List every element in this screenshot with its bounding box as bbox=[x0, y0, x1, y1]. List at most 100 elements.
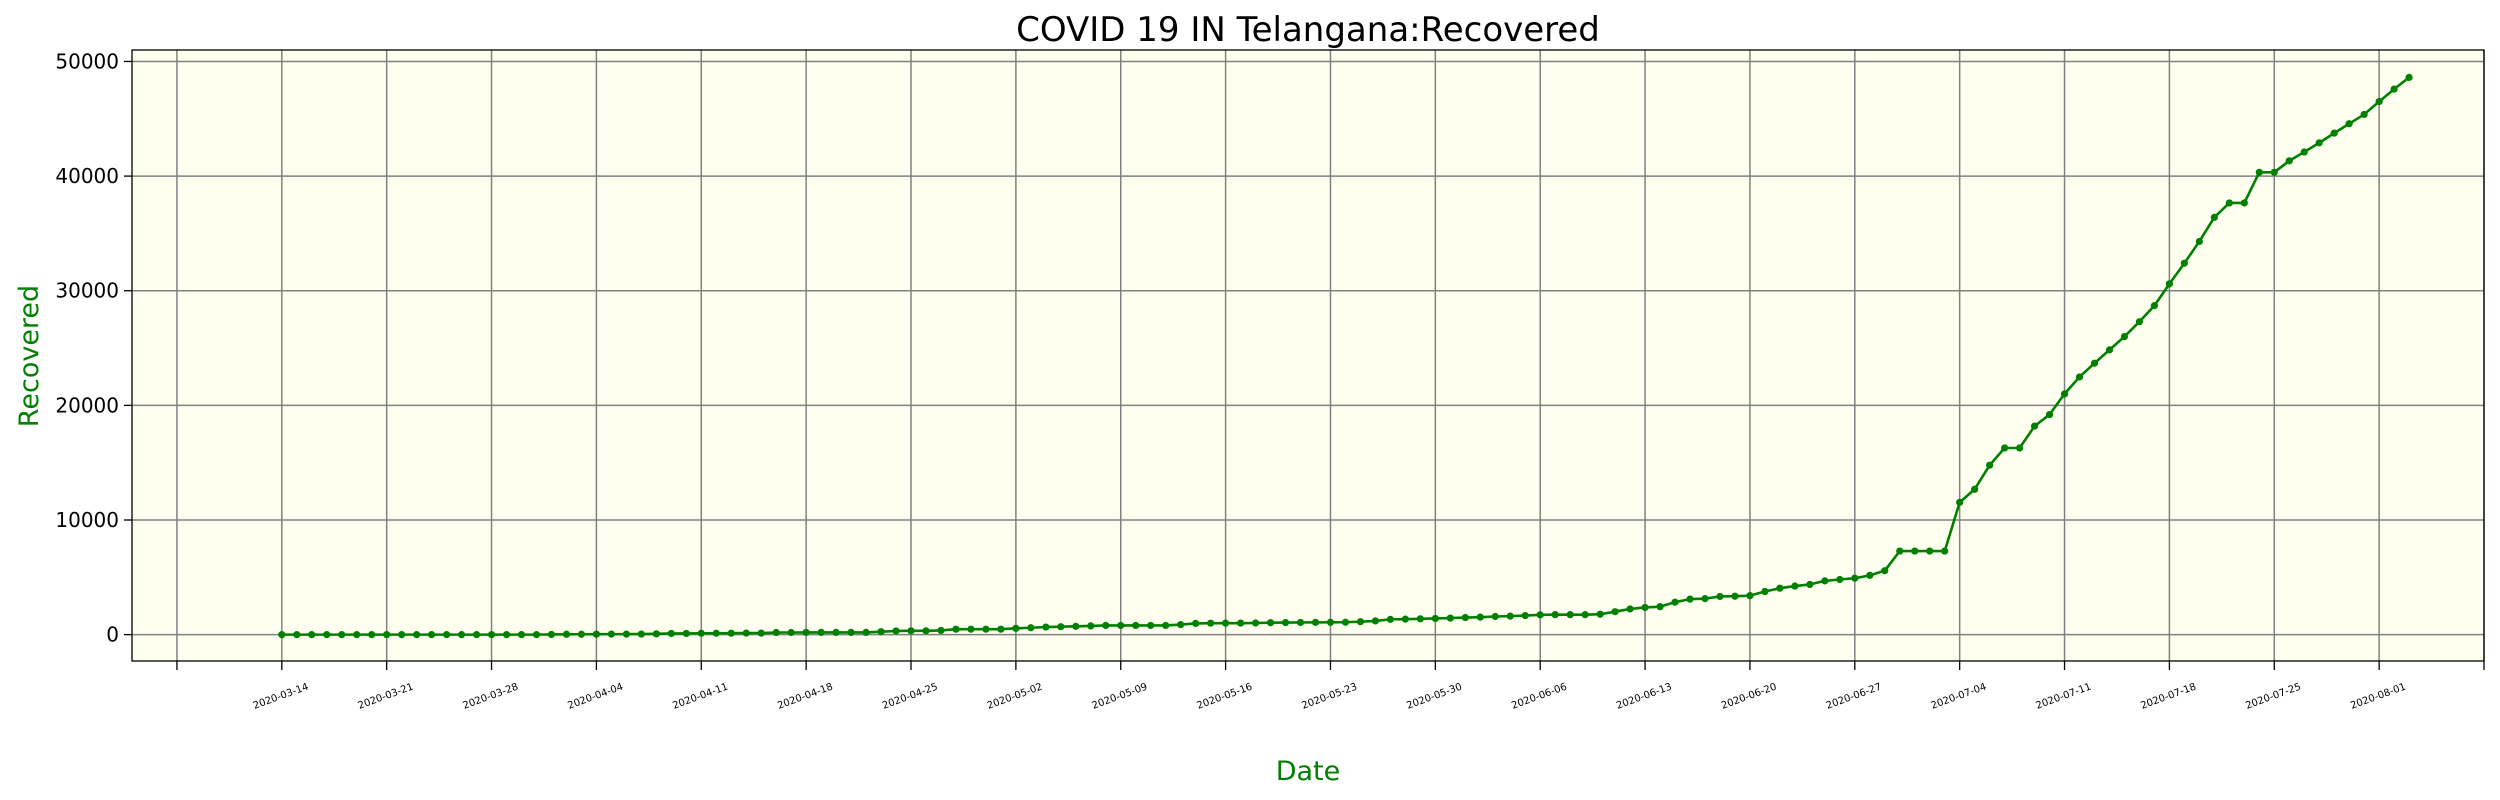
data-point bbox=[1746, 592, 1754, 600]
data-point bbox=[667, 629, 675, 638]
data-point bbox=[727, 629, 735, 637]
data-point bbox=[1476, 613, 1484, 621]
data-point bbox=[1177, 620, 1185, 629]
plot-area bbox=[132, 50, 2484, 661]
data-point bbox=[2285, 157, 2293, 165]
data-point bbox=[1896, 547, 1904, 555]
data-point bbox=[1851, 574, 1859, 582]
data-point bbox=[1102, 621, 1110, 630]
data-point bbox=[1117, 621, 1125, 630]
data-point bbox=[2405, 73, 2413, 82]
y-tick-label: 20000 bbox=[55, 393, 119, 417]
data-point bbox=[742, 629, 750, 637]
data-point bbox=[1162, 621, 1170, 630]
data-point bbox=[1207, 619, 1215, 627]
data-point bbox=[2300, 148, 2308, 156]
data-point bbox=[1716, 592, 1724, 601]
data-point bbox=[323, 631, 331, 639]
data-point bbox=[308, 631, 316, 639]
data-point bbox=[2001, 444, 2009, 452]
data-point bbox=[1147, 621, 1155, 630]
data-point bbox=[622, 630, 630, 638]
data-point bbox=[1686, 595, 1694, 603]
data-point bbox=[1057, 623, 1065, 631]
data-point bbox=[1431, 614, 1439, 623]
data-point bbox=[1296, 618, 1305, 627]
data-point bbox=[1956, 498, 1964, 506]
data-point bbox=[547, 630, 556, 639]
x-axis-label: Date bbox=[1276, 756, 1341, 787]
data-point bbox=[982, 625, 990, 633]
data-point bbox=[368, 631, 376, 639]
data-point bbox=[1072, 622, 1080, 630]
y-tick-label: 10000 bbox=[55, 508, 119, 532]
data-point bbox=[1641, 603, 1649, 612]
data-point bbox=[2150, 302, 2159, 310]
data-point bbox=[2360, 110, 2368, 119]
data-point bbox=[2255, 168, 2263, 176]
data-point bbox=[817, 628, 825, 637]
data-point bbox=[2225, 199, 2233, 207]
data-point bbox=[832, 628, 840, 637]
data-point bbox=[907, 627, 915, 635]
data-point bbox=[652, 630, 660, 638]
data-point bbox=[398, 631, 406, 639]
data-point bbox=[1446, 614, 1454, 622]
plot-frame bbox=[131, 49, 2485, 662]
data-point bbox=[428, 631, 436, 639]
data-point bbox=[1192, 619, 1200, 628]
data-point bbox=[1911, 547, 1919, 555]
data-point bbox=[2105, 346, 2114, 354]
data-point bbox=[862, 628, 870, 637]
data-point bbox=[637, 630, 645, 638]
data-point bbox=[2195, 237, 2203, 246]
data-point bbox=[1326, 618, 1335, 626]
y-axis: 0 10000 20000 30000 40000 50000 bbox=[55, 49, 132, 647]
data-point bbox=[2375, 97, 2383, 106]
data-point bbox=[1926, 547, 1934, 555]
data-point bbox=[2015, 444, 2024, 452]
data-point bbox=[772, 628, 780, 637]
data-point bbox=[1656, 603, 1664, 611]
data-point bbox=[413, 631, 421, 639]
data-point bbox=[1461, 613, 1469, 622]
data-point bbox=[1791, 582, 1799, 590]
data-point bbox=[1881, 567, 1889, 575]
data-point bbox=[517, 631, 526, 639]
data-point bbox=[2090, 359, 2099, 367]
data-point bbox=[353, 631, 361, 639]
data-point bbox=[1042, 623, 1050, 631]
data-point bbox=[847, 628, 855, 637]
data-point bbox=[1012, 624, 1020, 632]
data-point bbox=[997, 625, 1005, 633]
data-point bbox=[952, 625, 960, 633]
data-point bbox=[1536, 611, 1544, 619]
data-point bbox=[877, 628, 885, 636]
data-point bbox=[1281, 618, 1290, 627]
data-point bbox=[293, 631, 301, 639]
data-point bbox=[2330, 129, 2338, 137]
data-point bbox=[457, 631, 466, 639]
data-point bbox=[1566, 611, 1574, 619]
data-point bbox=[443, 631, 451, 639]
data-point bbox=[1701, 595, 1709, 603]
data-point bbox=[1866, 571, 1874, 579]
data-point bbox=[2390, 85, 2398, 93]
data-point bbox=[682, 629, 690, 638]
data-point bbox=[757, 629, 765, 637]
data-point bbox=[2030, 422, 2039, 430]
data-point bbox=[802, 628, 810, 637]
data-point bbox=[1731, 592, 1739, 600]
data-point bbox=[1761, 587, 1769, 596]
data-point bbox=[1251, 619, 1260, 627]
y-axis-label: Recovered bbox=[14, 285, 45, 427]
data-point bbox=[1371, 617, 1380, 625]
data-point bbox=[1551, 611, 1559, 619]
data-point bbox=[1311, 618, 1320, 626]
data-point bbox=[1491, 612, 1499, 621]
data-point bbox=[1971, 485, 1979, 493]
chart-title: COVID 19 IN Telangana:Recovered bbox=[1016, 10, 1600, 50]
data-point bbox=[502, 631, 511, 639]
data-point bbox=[1506, 612, 1514, 620]
